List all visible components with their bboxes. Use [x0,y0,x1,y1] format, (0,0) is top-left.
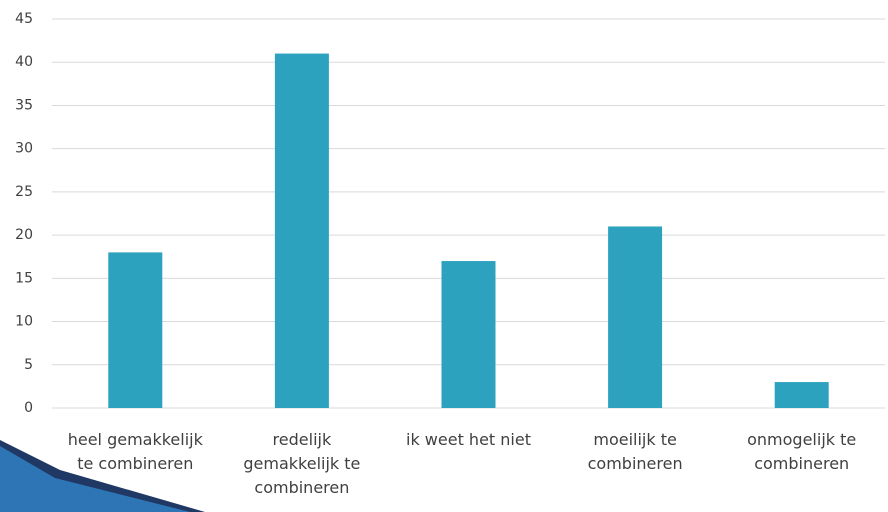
y-tick-label: 25 [15,184,33,200]
y-tick-label: 20 [15,227,33,243]
bar [775,382,829,408]
bar [608,226,662,408]
y-tick-label: 35 [15,97,33,113]
y-tick-label: 40 [15,54,33,70]
x-tick-label: ik weet het niet [394,428,544,452]
x-tick-label: heel gemakkelijk te combineren [60,428,210,476]
y-tick-label: 10 [15,314,33,330]
x-tick-label: onmogelijk te combineren [727,428,877,476]
y-tick-label: 5 [24,357,33,373]
y-tick-label: 30 [15,141,33,157]
y-tick-label: 45 [15,11,33,27]
x-tick-label: redelijk gemakkelijk te combineren [227,428,377,500]
bar [108,252,162,408]
y-tick-label: 0 [24,400,33,416]
y-tick-label: 15 [15,270,33,286]
bar [275,54,329,408]
x-tick-label: moeilijk te combineren [560,428,710,476]
slide: 0 5 10 15 20 25 30 35 40 45 heel gemakkelijk te c… [0,0,888,512]
bar [442,261,496,408]
